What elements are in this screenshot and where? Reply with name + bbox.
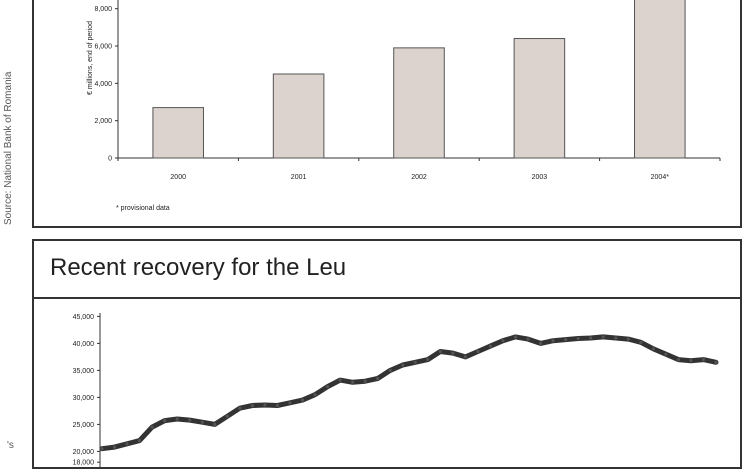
leu-data-point — [376, 376, 380, 381]
reserves-bar-chart: € millions, end of period * provisional … — [87, 0, 721, 212]
bar-y-tick-label: 4,000 — [94, 81, 112, 88]
leu-data-point — [614, 336, 618, 340]
leu-data-point — [288, 401, 292, 405]
leu-data-point — [238, 406, 242, 410]
leu-data-point — [526, 337, 530, 341]
leu-data-point — [463, 355, 467, 359]
reserves-chart-panel: € millions, end of period * provisional … — [32, 0, 742, 228]
leu-data-point — [689, 359, 693, 363]
leu-line-chart: 18,000 20,000 25,000 30,000 35,000 40,000 45,0… — [73, 313, 719, 467]
leu-data-point — [351, 380, 355, 384]
chart-title: Recent recovery for the Leu — [50, 254, 347, 281]
leu-data-point — [426, 358, 430, 362]
leu-data-point — [200, 420, 204, 424]
bar-y-tick-label: 8,000 — [94, 6, 112, 13]
leu-data-point — [338, 378, 342, 382]
leu-data-point — [401, 363, 405, 367]
line-y-tick-label: 20,000 — [73, 449, 95, 456]
leu-data-point — [451, 351, 455, 355]
leu-data-point — [413, 360, 417, 364]
leu-data-point — [112, 445, 117, 449]
leu-data-point — [564, 338, 568, 342]
leu-data-point — [501, 339, 505, 343]
leu-data-point — [163, 419, 167, 423]
leu-data-point — [125, 442, 129, 446]
leu-data-point — [175, 417, 179, 421]
leu-data-point — [714, 360, 718, 364]
chart-header: Recent recovery for the Leu — [34, 241, 740, 299]
bar-2003 — [513, 38, 566, 159]
line-y-tick-label: 45,000 — [73, 314, 95, 321]
bar-y-tick-label: 0 — [108, 156, 112, 163]
leu-data-point — [363, 379, 367, 383]
bar-x-tick-label: 2000 — [170, 174, 186, 181]
bar-x-tick-label: 2003 — [532, 174, 548, 181]
line-y-tick-label: 40,000 — [73, 341, 95, 348]
leu-data-point — [676, 358, 681, 362]
leu-data-point — [538, 341, 543, 345]
bar-y-tick-label: 6,000 — [94, 44, 112, 51]
leu-data-point — [300, 398, 305, 402]
stray-glyph: 's — [7, 440, 14, 451]
line-y-tick-label: 25,000 — [73, 422, 95, 429]
leu-data-point — [576, 336, 580, 341]
bar-chart-ylabel: € millions, end of period — [87, 21, 94, 95]
bar-2000 — [152, 107, 204, 159]
leu-data-point — [639, 340, 643, 344]
leu-data-point — [701, 358, 706, 362]
leu-data-point — [225, 414, 229, 418]
leu-data-point — [438, 349, 442, 354]
line-y-tick-label: 35,000 — [73, 368, 95, 375]
leu-data-point — [213, 422, 217, 426]
bar-chart-footnote: * provisional data — [116, 205, 170, 212]
bar-2004 — [634, 0, 686, 159]
source-label: Source: National Bank of Romania — [3, 71, 14, 225]
leu-data-point — [263, 403, 267, 407]
bar-2001 — [272, 73, 325, 159]
leu-data-point — [250, 403, 254, 408]
bar-2002 — [393, 47, 445, 159]
leu-data-point — [150, 425, 154, 429]
leu-chart-panel: Recent recovery for the Leu 18,000 20,000… — [32, 239, 742, 469]
leu-data-point — [388, 368, 392, 372]
leu-data-point — [551, 339, 555, 343]
leu-data-point — [488, 344, 493, 348]
leu-data-point — [188, 418, 192, 422]
leu-data-point — [651, 347, 655, 351]
leu-data-point — [601, 335, 605, 339]
bar-y-tick-label: 2,000 — [94, 118, 112, 125]
leu-data-point — [476, 349, 480, 354]
bar-x-tick-label: 2004* — [651, 174, 670, 181]
leu-data-point — [325, 385, 330, 389]
line-y-tick-label: 30,000 — [73, 395, 95, 402]
leu-data-point — [275, 403, 280, 408]
bar-x-tick-label: 2002 — [411, 174, 427, 181]
leu-data-point — [137, 439, 142, 443]
leu-data-point — [313, 393, 317, 397]
bar-x-tick-label: 2001 — [291, 174, 307, 181]
leu-data-point — [626, 337, 630, 341]
leu-series-line — [99, 334, 719, 452]
leu-data-point — [664, 352, 668, 356]
leu-data-point — [513, 335, 518, 339]
leu-data-point — [100, 447, 104, 451]
leu-data-point — [589, 336, 593, 340]
line-y-tick-label: 18,000 — [73, 460, 95, 467]
